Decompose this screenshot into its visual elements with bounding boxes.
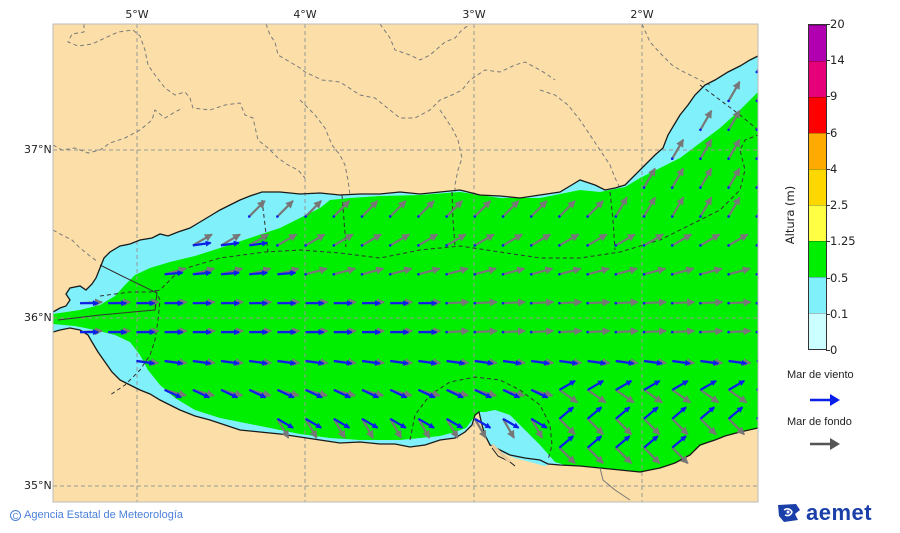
lon-label-3w: 3°W — [462, 8, 486, 21]
sea-zone-green — [53, 92, 758, 472]
colorbar-tickmark — [826, 241, 830, 243]
colorbar-tickmark — [826, 132, 830, 134]
colorbar-segment-4-6 — [809, 133, 826, 169]
colorbar-tickmark — [826, 205, 830, 207]
colorbar-tickmark — [826, 168, 830, 170]
border-morocco-algeria — [599, 467, 631, 501]
lat-label-37n: 37°N — [24, 143, 52, 156]
colorbar-tick: 0.1 — [830, 306, 849, 321]
colorbar-tick: 14 — [830, 53, 845, 68]
colorbar-tick: 4 — [830, 161, 838, 176]
colorbar-segment-9-14 — [809, 61, 826, 97]
colorbar-segment-14-20 — [809, 25, 826, 61]
admin-borders — [53, 24, 711, 263]
swell-arrow-icon — [810, 438, 840, 450]
graticule — [53, 24, 758, 502]
colorbar-segment-0-0.1 — [809, 313, 826, 349]
lat-label-36n: 36°N — [24, 311, 52, 324]
aemet-wordmark: aemet — [806, 500, 873, 525]
colorbar-tick: 1.25 — [830, 234, 856, 249]
wave-height-colorbar — [808, 24, 827, 350]
colorbar-segment-0.1-0.5 — [809, 277, 826, 313]
colorbar-segment-2.5-4 — [809, 169, 826, 205]
colorbar-tick: 0.5 — [830, 270, 849, 285]
copyright-text: Agencia Estatal de Meteorología — [24, 509, 183, 521]
map-frame — [52, 23, 759, 503]
colorbar-segment-0.5-1.25 — [809, 241, 826, 277]
wave-direction-arrows — [79, 67, 758, 465]
legend-swell-label: Mar de fondo — [787, 416, 852, 428]
colorbar-tickmark — [826, 60, 830, 62]
colorbar-title: Altura (m) — [783, 185, 797, 245]
lon-label-4w: 4°W — [293, 8, 317, 21]
aemet-swirl-icon — [778, 504, 800, 522]
colorbar-tick: 2.5 — [830, 198, 849, 213]
colorbar-tick: 0 — [830, 343, 838, 357]
lat-label-35n: 35°N — [24, 479, 52, 492]
colorbar-tick: 6 — [830, 125, 838, 140]
map-canvas — [52, 23, 759, 503]
wave-height-map: 5°W 4°W 3°W 2°W 37°N 36°N 35°N — [24, 8, 759, 503]
colorbar-segment-6-9 — [809, 97, 826, 133]
lon-label-2w: 2°W — [630, 8, 654, 21]
melilla-spit — [490, 443, 512, 464]
copyright-notice: C Agencia Estatal de Meteorología — [10, 509, 183, 521]
coastline — [53, 55, 758, 473]
colorbar-tickmark — [826, 24, 830, 25]
colorbar-tickmark — [826, 277, 830, 279]
wind-sea-arrow-icon — [810, 394, 840, 406]
colorbar-tick: 9 — [830, 89, 838, 104]
sea-zone-light-bay — [482, 416, 555, 466]
legend-wind-sea-label: Mar de viento — [787, 369, 854, 381]
colorbar-tick: 20 — [830, 17, 845, 31]
colorbar-tickmark — [826, 350, 830, 351]
colorbar-tickmark — [826, 96, 830, 98]
colorbar-tickmark — [826, 313, 830, 315]
aemet-logo: aemet — [776, 500, 872, 526]
lon-label-5w: 5°W — [125, 8, 149, 21]
copyright-icon: C — [10, 509, 21, 521]
colorbar-segment-1.25-2.5 — [809, 205, 826, 241]
